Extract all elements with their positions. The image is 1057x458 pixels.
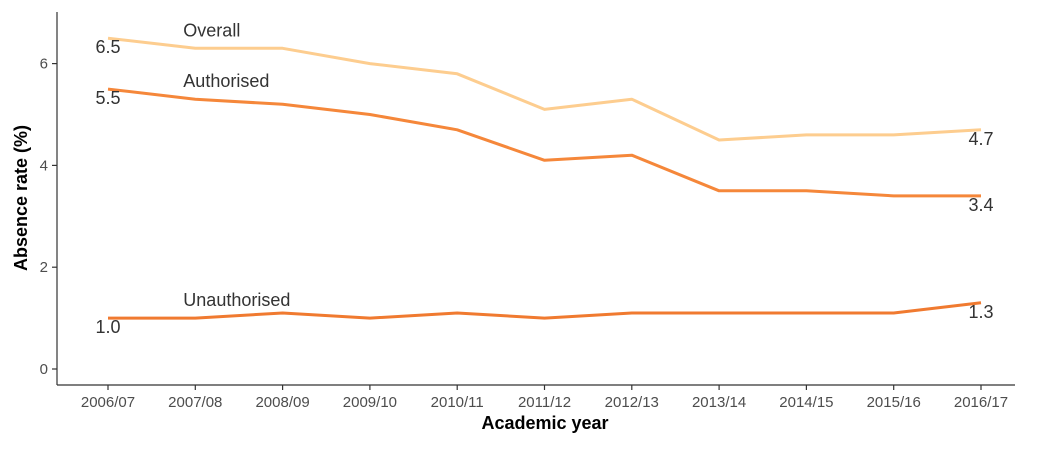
series-line-authorised bbox=[107, 87, 981, 198]
y-axis: 0 2 4 6 bbox=[40, 12, 58, 385]
y-tick-label: 4 bbox=[40, 157, 48, 174]
start-value-label: 5.5 bbox=[95, 88, 120, 108]
end-value-label: 3.4 bbox=[968, 195, 993, 215]
x-tick-label: 2013/14 bbox=[692, 394, 746, 411]
y-tick-label: 0 bbox=[40, 361, 48, 378]
series-line-unauthorised bbox=[108, 301, 982, 320]
x-tick-label: 2015/16 bbox=[867, 394, 921, 411]
start-value-label: 6.5 bbox=[95, 37, 120, 57]
series-layer bbox=[107, 36, 982, 320]
x-tick-label: 2012/13 bbox=[605, 394, 659, 411]
series-name-label: Authorised bbox=[183, 71, 269, 91]
x-tick-label: 2011/12 bbox=[518, 394, 571, 411]
y-tick-label: 2 bbox=[40, 259, 48, 276]
x-tick-label: 2007/08 bbox=[168, 394, 222, 411]
end-value-label: 4.7 bbox=[968, 129, 993, 149]
x-tick-label: 2010/11 bbox=[431, 394, 484, 411]
end-value-label: 1.3 bbox=[968, 302, 993, 322]
label-layer: Overall 6.5 4.7 Authorised 5.5 3.4 Unauthorise… bbox=[95, 20, 993, 337]
x-axis: 2006/07 2007/08 2008/09 2009/10 2010/11 2011/… bbox=[57, 384, 1015, 411]
series-name-label: Overall bbox=[183, 20, 240, 40]
x-tick-label: 2009/10 bbox=[343, 394, 397, 411]
x-tick-label: 2008/09 bbox=[255, 394, 309, 411]
y-axis-title: Absence rate (%) bbox=[11, 125, 31, 271]
x-tick-label: 2016/17 bbox=[954, 394, 1008, 411]
y-tick-label: 6 bbox=[40, 56, 48, 73]
x-tick-label: 2006/07 bbox=[81, 394, 135, 411]
series-name-label: Unauthorised bbox=[183, 290, 290, 310]
start-value-label: 1.0 bbox=[95, 317, 120, 337]
x-tick-label: 2014/15 bbox=[779, 394, 833, 411]
series-line-overall bbox=[107, 36, 982, 142]
x-axis-title: Academic year bbox=[481, 413, 608, 433]
